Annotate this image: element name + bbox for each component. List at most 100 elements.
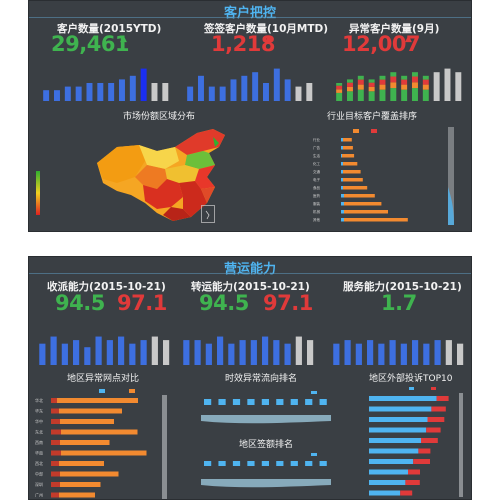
bar [341, 218, 344, 222]
bar [51, 482, 60, 487]
bar [369, 490, 401, 496]
bar [431, 406, 446, 412]
bar [198, 75, 204, 101]
bar [218, 461, 226, 466]
bar [205, 343, 212, 365]
bar [59, 461, 104, 466]
bar [389, 340, 396, 365]
kpi-bar-chart-transit [183, 336, 314, 365]
rank-label: 生活 [313, 153, 321, 158]
abnormal-scrollbar[interactable] [161, 395, 169, 499]
bar [305, 461, 313, 466]
bar [217, 336, 224, 365]
complaint-top10-chart [369, 387, 463, 497]
bar [341, 170, 343, 174]
bar [60, 482, 101, 487]
bar [421, 438, 438, 443]
bar [369, 448, 419, 454]
rank-scrollbar[interactable] [447, 127, 457, 227]
bar [250, 340, 257, 365]
bar [306, 83, 313, 101]
bar [57, 398, 138, 403]
bar [276, 399, 284, 405]
rank-label: 广告 [313, 145, 321, 150]
legend-swatch [353, 129, 359, 133]
kpi-value-pickup-2: 97.1 [117, 291, 167, 315]
bar-segment [412, 72, 418, 77]
bar-segment [336, 85, 343, 90]
bar [60, 440, 110, 445]
bar-segment [422, 89, 429, 101]
bar [341, 138, 343, 142]
abn-label: 中部 [35, 471, 43, 477]
bar [51, 492, 59, 498]
bar [140, 68, 147, 101]
route-rank-chart [201, 391, 331, 424]
bar [284, 79, 291, 101]
bar [444, 68, 451, 101]
bar [95, 336, 102, 365]
bar [118, 336, 125, 365]
bar-segment [412, 82, 418, 89]
bar-segment [336, 92, 343, 101]
bar [400, 343, 407, 365]
bar [241, 75, 248, 101]
bar [86, 83, 93, 101]
abn-label: 西南 [35, 439, 43, 445]
legend-swatch [311, 453, 317, 456]
kpi-title-customers: 客户数量(2015YTD) [57, 23, 162, 35]
route-title: 时效异常流向排名 [225, 374, 298, 384]
bar [341, 202, 344, 206]
bar [378, 343, 385, 365]
bar [51, 419, 60, 424]
bar [232, 399, 241, 405]
bar [405, 480, 420, 485]
kpi-bar-chart-service [333, 340, 464, 365]
bar [341, 154, 342, 158]
kpi-title-pickup: 收派能力(2015-10-21) [47, 281, 166, 293]
bar-segment [401, 79, 408, 85]
inset-map-box [201, 205, 215, 223]
bar [418, 448, 431, 454]
china-region-map [97, 129, 225, 221]
bar [187, 86, 194, 101]
bar [343, 178, 363, 182]
bar-segment [401, 84, 408, 90]
title-divider [29, 273, 471, 274]
bar [305, 399, 313, 405]
kpi-value-signed: 1,218 [211, 32, 275, 56]
bar-segment [368, 86, 375, 92]
bar-segment [368, 79, 375, 83]
bar [344, 202, 382, 206]
bar [273, 68, 280, 101]
bar [412, 340, 419, 365]
bar [51, 408, 59, 414]
bar [427, 417, 445, 422]
bar [273, 340, 280, 365]
bar-segment [379, 75, 386, 80]
bar [355, 343, 362, 365]
bar [408, 469, 420, 475]
bar [455, 72, 462, 101]
bar [51, 398, 57, 403]
bar-segment [379, 84, 386, 90]
kpi-title-service: 服务能力(2015-10-21) [343, 281, 462, 293]
bar [252, 72, 259, 101]
bar [341, 146, 343, 150]
bar [295, 86, 302, 101]
bar [204, 461, 212, 466]
bar [426, 427, 441, 433]
rank-label: 行业 [313, 137, 321, 142]
bar [247, 461, 255, 466]
bar [108, 83, 115, 101]
bar [39, 343, 46, 365]
bar [64, 86, 71, 101]
up-arrow-icon: ▲ [120, 34, 127, 44]
bar-segment [422, 84, 429, 90]
bar [61, 429, 138, 435]
bar-segment [390, 88, 397, 101]
bar [61, 450, 147, 456]
title-divider [29, 17, 471, 18]
